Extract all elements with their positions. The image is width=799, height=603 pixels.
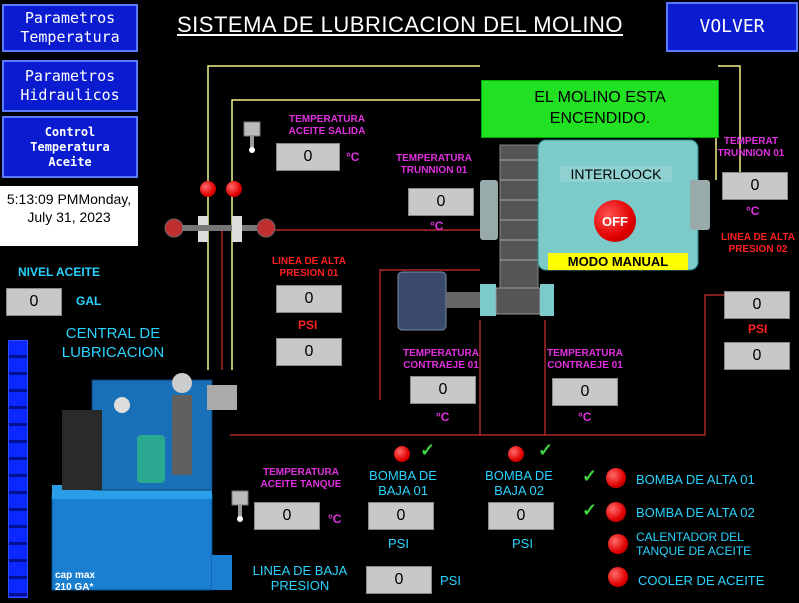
high-pressure-line-02-unit: PSI xyxy=(748,322,768,336)
oil-outlet-temp-label: TEMPERATURA ACEITE SALIDA xyxy=(288,114,366,137)
high-pump-02-check-icon: ✓ xyxy=(582,500,598,520)
temperature-sensor-icon xyxy=(243,121,261,153)
high-pump-02-indicator xyxy=(606,502,626,522)
capacity-label: cap max 210 GA* xyxy=(55,570,96,593)
tank-oil-temp-value: 0 xyxy=(254,502,320,530)
low-pump-01-indicator xyxy=(394,446,410,462)
low-pressure-line-label: LINEA DE BAJA PRESION xyxy=(252,563,348,593)
high-pump-01-check-icon: ✓ xyxy=(582,466,598,486)
tank-oil-temp-label: TEMPERATURA ACEITE TANQUE xyxy=(260,467,342,490)
low-pressure-line-value: 0 xyxy=(366,566,432,594)
oil-level-bar xyxy=(8,340,28,598)
countershaft-temp-right-value: 0 xyxy=(552,378,618,406)
trunnion-temp-right-label: TEMPERAT TRUNNION 01 xyxy=(717,136,785,159)
oil-outlet-temp-value: 0 xyxy=(276,143,340,171)
datetime-display: 5:13:09 PMMonday, July 31, 2023 xyxy=(0,186,138,246)
off-button[interactable]: OFF xyxy=(594,200,636,242)
temperature-params-button[interactable]: Parametros Temperatura xyxy=(2,4,138,52)
tank-heater-indicator xyxy=(608,534,628,554)
oil-cooler-indicator xyxy=(608,567,628,587)
high-pressure-line-01-unit: PSI xyxy=(298,318,318,332)
low-pump-01-label: BOMBA DE BAJA 01 xyxy=(369,468,437,498)
low-pressure-line-unit: PSI xyxy=(440,573,461,588)
page-title: SISTEMA DE LUBRICACION DEL MOLINO xyxy=(177,12,623,37)
mill-status-banner: EL MOLINO ESTA ENCENDIDO. xyxy=(481,80,719,138)
oil-outlet-temp-unit: °C xyxy=(346,150,360,164)
countershaft-temp-left-label: TEMPERATURA CONTRAEJE 01 xyxy=(403,348,479,371)
countershaft-temp-left-unit: °C xyxy=(436,410,450,424)
low-pump-02-label: BOMBA DE BAJA 02 xyxy=(485,468,553,498)
high-pressure-line-02-value: 0 xyxy=(724,291,790,319)
low-pump-01-check-icon: ✓ xyxy=(420,440,436,460)
high-pressure-line-02-label: LINEA DE ALTA PRESION 02 xyxy=(721,232,795,255)
oil-cooler-label: COOLER DE ACEITE xyxy=(638,573,765,588)
lubrication-unit-image xyxy=(51,373,237,591)
oil-level-value: 0 xyxy=(6,288,62,316)
valve-assembly-icon xyxy=(164,216,276,242)
high-pressure-line-02-value-2: 0 xyxy=(724,342,790,370)
low-pump-02-indicator xyxy=(508,446,524,462)
valve-indicator-right xyxy=(226,181,242,197)
trunnion-temp-right-value: 0 xyxy=(722,172,788,200)
high-pump-02-label: BOMBA DE ALTA 02 xyxy=(636,505,755,520)
high-pressure-line-01-value-2: 0 xyxy=(276,338,342,366)
mode-status: MODO MANUAL xyxy=(548,253,688,270)
high-pump-01-indicator xyxy=(606,468,626,488)
low-pump-01-value: 0 xyxy=(368,502,434,530)
tank-temperature-sensor-icon xyxy=(231,490,249,522)
trunnion-temp-right-unit: °C xyxy=(746,204,760,218)
high-pressure-line-01-label: LINEA DE ALTA PRESION 01 xyxy=(272,256,346,279)
low-pump-01-unit: PSI xyxy=(388,536,409,551)
low-pump-02-value: 0 xyxy=(488,502,554,530)
tank-heater-label: CALENTADOR DEL TANQUE DE ACEITE xyxy=(636,530,752,558)
oil-level-unit: GAL xyxy=(76,294,102,308)
back-button[interactable]: VOLVER xyxy=(666,2,798,52)
oil-temp-control-button[interactable]: Control Temperatura Aceite xyxy=(2,116,138,178)
lubrication-central-label: CENTRAL DE LUBRICACION xyxy=(61,325,165,361)
oil-level-label: NIVEL ACEITE xyxy=(18,265,101,279)
pinion-shaft-drawing xyxy=(397,271,554,331)
countershaft-temp-right-unit: °C xyxy=(578,410,592,424)
high-pump-01-label: BOMBA DE ALTA 01 xyxy=(636,472,755,487)
trunnion-temp-left-label: TEMPERATURA TRUNNION 01 xyxy=(396,153,472,176)
interlock-label: INTERLOOCK xyxy=(560,166,672,182)
low-pump-02-check-icon: ✓ xyxy=(538,440,554,460)
low-pump-02-unit: PSI xyxy=(512,536,533,551)
valve-indicator-left xyxy=(200,181,216,197)
hydraulic-params-button[interactable]: Parametros Hidraulicos xyxy=(2,60,138,112)
countershaft-temp-right-label: TEMPERATURA CONTRAEJE 01 xyxy=(547,348,623,371)
trunnion-temp-left-value: 0 xyxy=(408,188,474,216)
countershaft-temp-left-value: 0 xyxy=(410,376,476,404)
trunnion-temp-left-unit: °C xyxy=(430,219,444,233)
high-pressure-line-01-value: 0 xyxy=(276,285,342,313)
tank-oil-temp-unit: °C xyxy=(328,512,342,526)
